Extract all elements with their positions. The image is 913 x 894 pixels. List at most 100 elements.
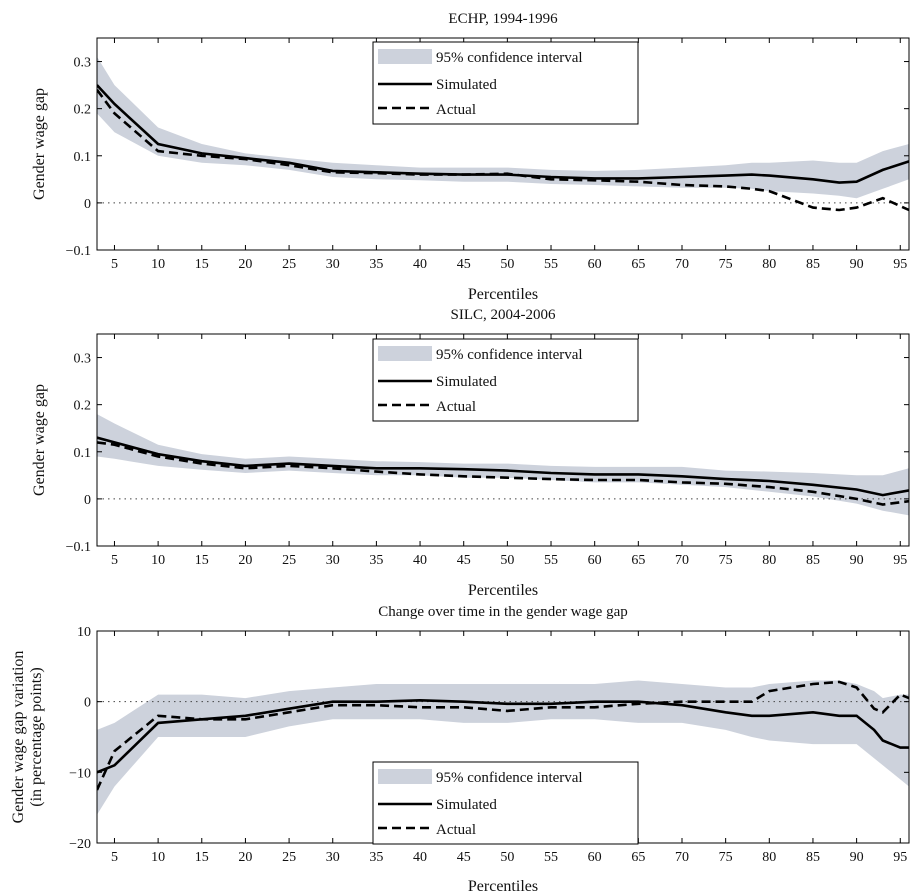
x-tick-label: 65 (631, 257, 645, 272)
y-tick-label: −10 (69, 766, 91, 781)
x-tick-label: 20 (238, 553, 252, 568)
x-tick-label: 70 (675, 850, 689, 865)
x-tick-label: 40 (413, 850, 427, 865)
simulated-line (97, 436, 909, 497)
x-tick-label: 50 (500, 257, 514, 272)
x-tick-label: 30 (326, 850, 340, 865)
x-tick-label: 70 (675, 257, 689, 272)
x-tick-label: 40 (413, 257, 427, 272)
x-tick-label: 35 (369, 553, 383, 568)
x-tick-label: 5 (111, 553, 118, 568)
x-tick-label: 70 (675, 553, 689, 568)
x-tick-label: 90 (850, 850, 864, 865)
x-tick-label: 45 (457, 257, 471, 272)
x-tick-label: 80 (762, 850, 776, 865)
chart-title: SILC, 2004-2006 (451, 307, 557, 323)
axes-frame (96, 333, 910, 547)
x-tick-label: 60 (588, 257, 602, 272)
chart-title: ECHP, 1994-1996 (448, 11, 558, 27)
x-axis-label: Percentiles (468, 878, 538, 894)
x-tick-label: 20 (238, 257, 252, 272)
x-tick-label: 15 (195, 553, 209, 568)
x-tick-label: 85 (806, 553, 820, 568)
y-tick-label: 0.2 (74, 399, 92, 414)
x-tick-label: 90 (850, 257, 864, 272)
x-tick-label: 30 (326, 553, 340, 568)
actual-line (97, 680, 909, 791)
chart-panel-3: 5 10 15 20 25 30 35 40 45 50 55 60 65 70 75 80 85 90 95 −20… (10, 604, 910, 894)
x-tick-label: 35 (369, 257, 383, 272)
x-tick-label: 85 (806, 257, 820, 272)
x-tick-label: 55 (544, 850, 558, 865)
x-tick-label: 25 (282, 257, 296, 272)
y-tick-label: 0.3 (74, 352, 92, 367)
x-tick-label: 50 (500, 850, 514, 865)
x-tick-label: 45 (457, 850, 471, 865)
x-tick-label: 25 (282, 850, 296, 865)
y-tick-label: 0.2 (74, 103, 92, 118)
x-tick-label: 10 (151, 257, 165, 272)
legend-ci-swatch (378, 49, 432, 64)
plot-area (97, 56, 909, 212)
y-axis-label-line2: (in percentage points) (28, 667, 45, 807)
ci-band (97, 680, 909, 815)
y-tick-label: 0 (84, 696, 91, 711)
y-tick-label: 10 (77, 625, 91, 640)
legend-label-actual: Actual (436, 102, 476, 118)
legend-ci-swatch (378, 769, 432, 784)
x-tick-label: 35 (369, 850, 383, 865)
x-tick-label: 10 (151, 850, 165, 865)
legend-label-actual: Actual (436, 822, 476, 838)
x-tick-label: 90 (850, 553, 864, 568)
legend-label-simulated: Simulated (436, 77, 497, 93)
legend: 95% confidence interval Simulated Actual (372, 338, 639, 422)
x-tick-label: 15 (195, 850, 209, 865)
x-tick-label: 55 (544, 257, 558, 272)
y-tick-label: 0.1 (74, 446, 92, 461)
y-tick-label: 0 (84, 197, 91, 212)
x-tick-label: 25 (282, 553, 296, 568)
y-axis-label: Gender wage gap (31, 88, 48, 200)
x-tick-label: 75 (719, 850, 733, 865)
x-tick-label: 20 (238, 850, 252, 865)
ci-band (97, 56, 909, 199)
x-tick-label: 5 (111, 257, 118, 272)
actual-line (97, 89, 909, 212)
legend-label-simulated: Simulated (436, 797, 497, 813)
y-tick-label: −20 (69, 837, 91, 852)
x-tick-label: 85 (806, 850, 820, 865)
y-tick-label: 0 (84, 493, 91, 508)
legend-ci-swatch (378, 346, 432, 361)
x-tick-label: 15 (195, 257, 209, 272)
x-tick-label: 95 (893, 257, 907, 272)
x-tick-label: 80 (762, 257, 776, 272)
x-axis-label: Percentiles (468, 582, 538, 599)
x-tick-label: 45 (457, 553, 471, 568)
plot-area (97, 680, 909, 815)
y-axis-label: Gender wage gap variation (10, 651, 27, 824)
legend: 95% confidence interval Simulated Actual (372, 761, 639, 845)
chart-panel-2: 5 10 15 20 25 30 35 40 45 50 55 60 65 70 75 80 85 90 95 −0.… (31, 307, 910, 599)
x-axis-label: Percentiles (468, 286, 538, 303)
x-tick-label: 95 (893, 553, 907, 568)
simulated-line (97, 84, 909, 184)
y-tick-label: 0.3 (74, 56, 92, 71)
y-tick-label: 0.1 (74, 150, 92, 165)
x-tick-label: 30 (326, 257, 340, 272)
axes-frame (96, 37, 910, 251)
legend: 95% confidence interval Simulated Actual (372, 41, 639, 125)
x-tick-label: 80 (762, 553, 776, 568)
legend-label-ci: 95% confidence interval (436, 347, 583, 363)
actual-line (97, 441, 909, 506)
chart-panel-1: 5 10 15 20 25 30 35 40 45 50 55 60 65 70 75 80 85 90 95 −0.… (31, 11, 910, 303)
y-tick-label: −0.1 (66, 244, 91, 259)
chart-title: Change over time in the gender wage gap (378, 604, 628, 620)
x-tick-label: 50 (500, 553, 514, 568)
x-tick-label: 60 (588, 850, 602, 865)
y-axis-label: Gender wage gap (31, 384, 48, 496)
x-tick-label: 10 (151, 553, 165, 568)
legend-label-simulated: Simulated (436, 374, 497, 390)
x-tick-label: 55 (544, 553, 558, 568)
legend-label-ci: 95% confidence interval (436, 770, 583, 786)
